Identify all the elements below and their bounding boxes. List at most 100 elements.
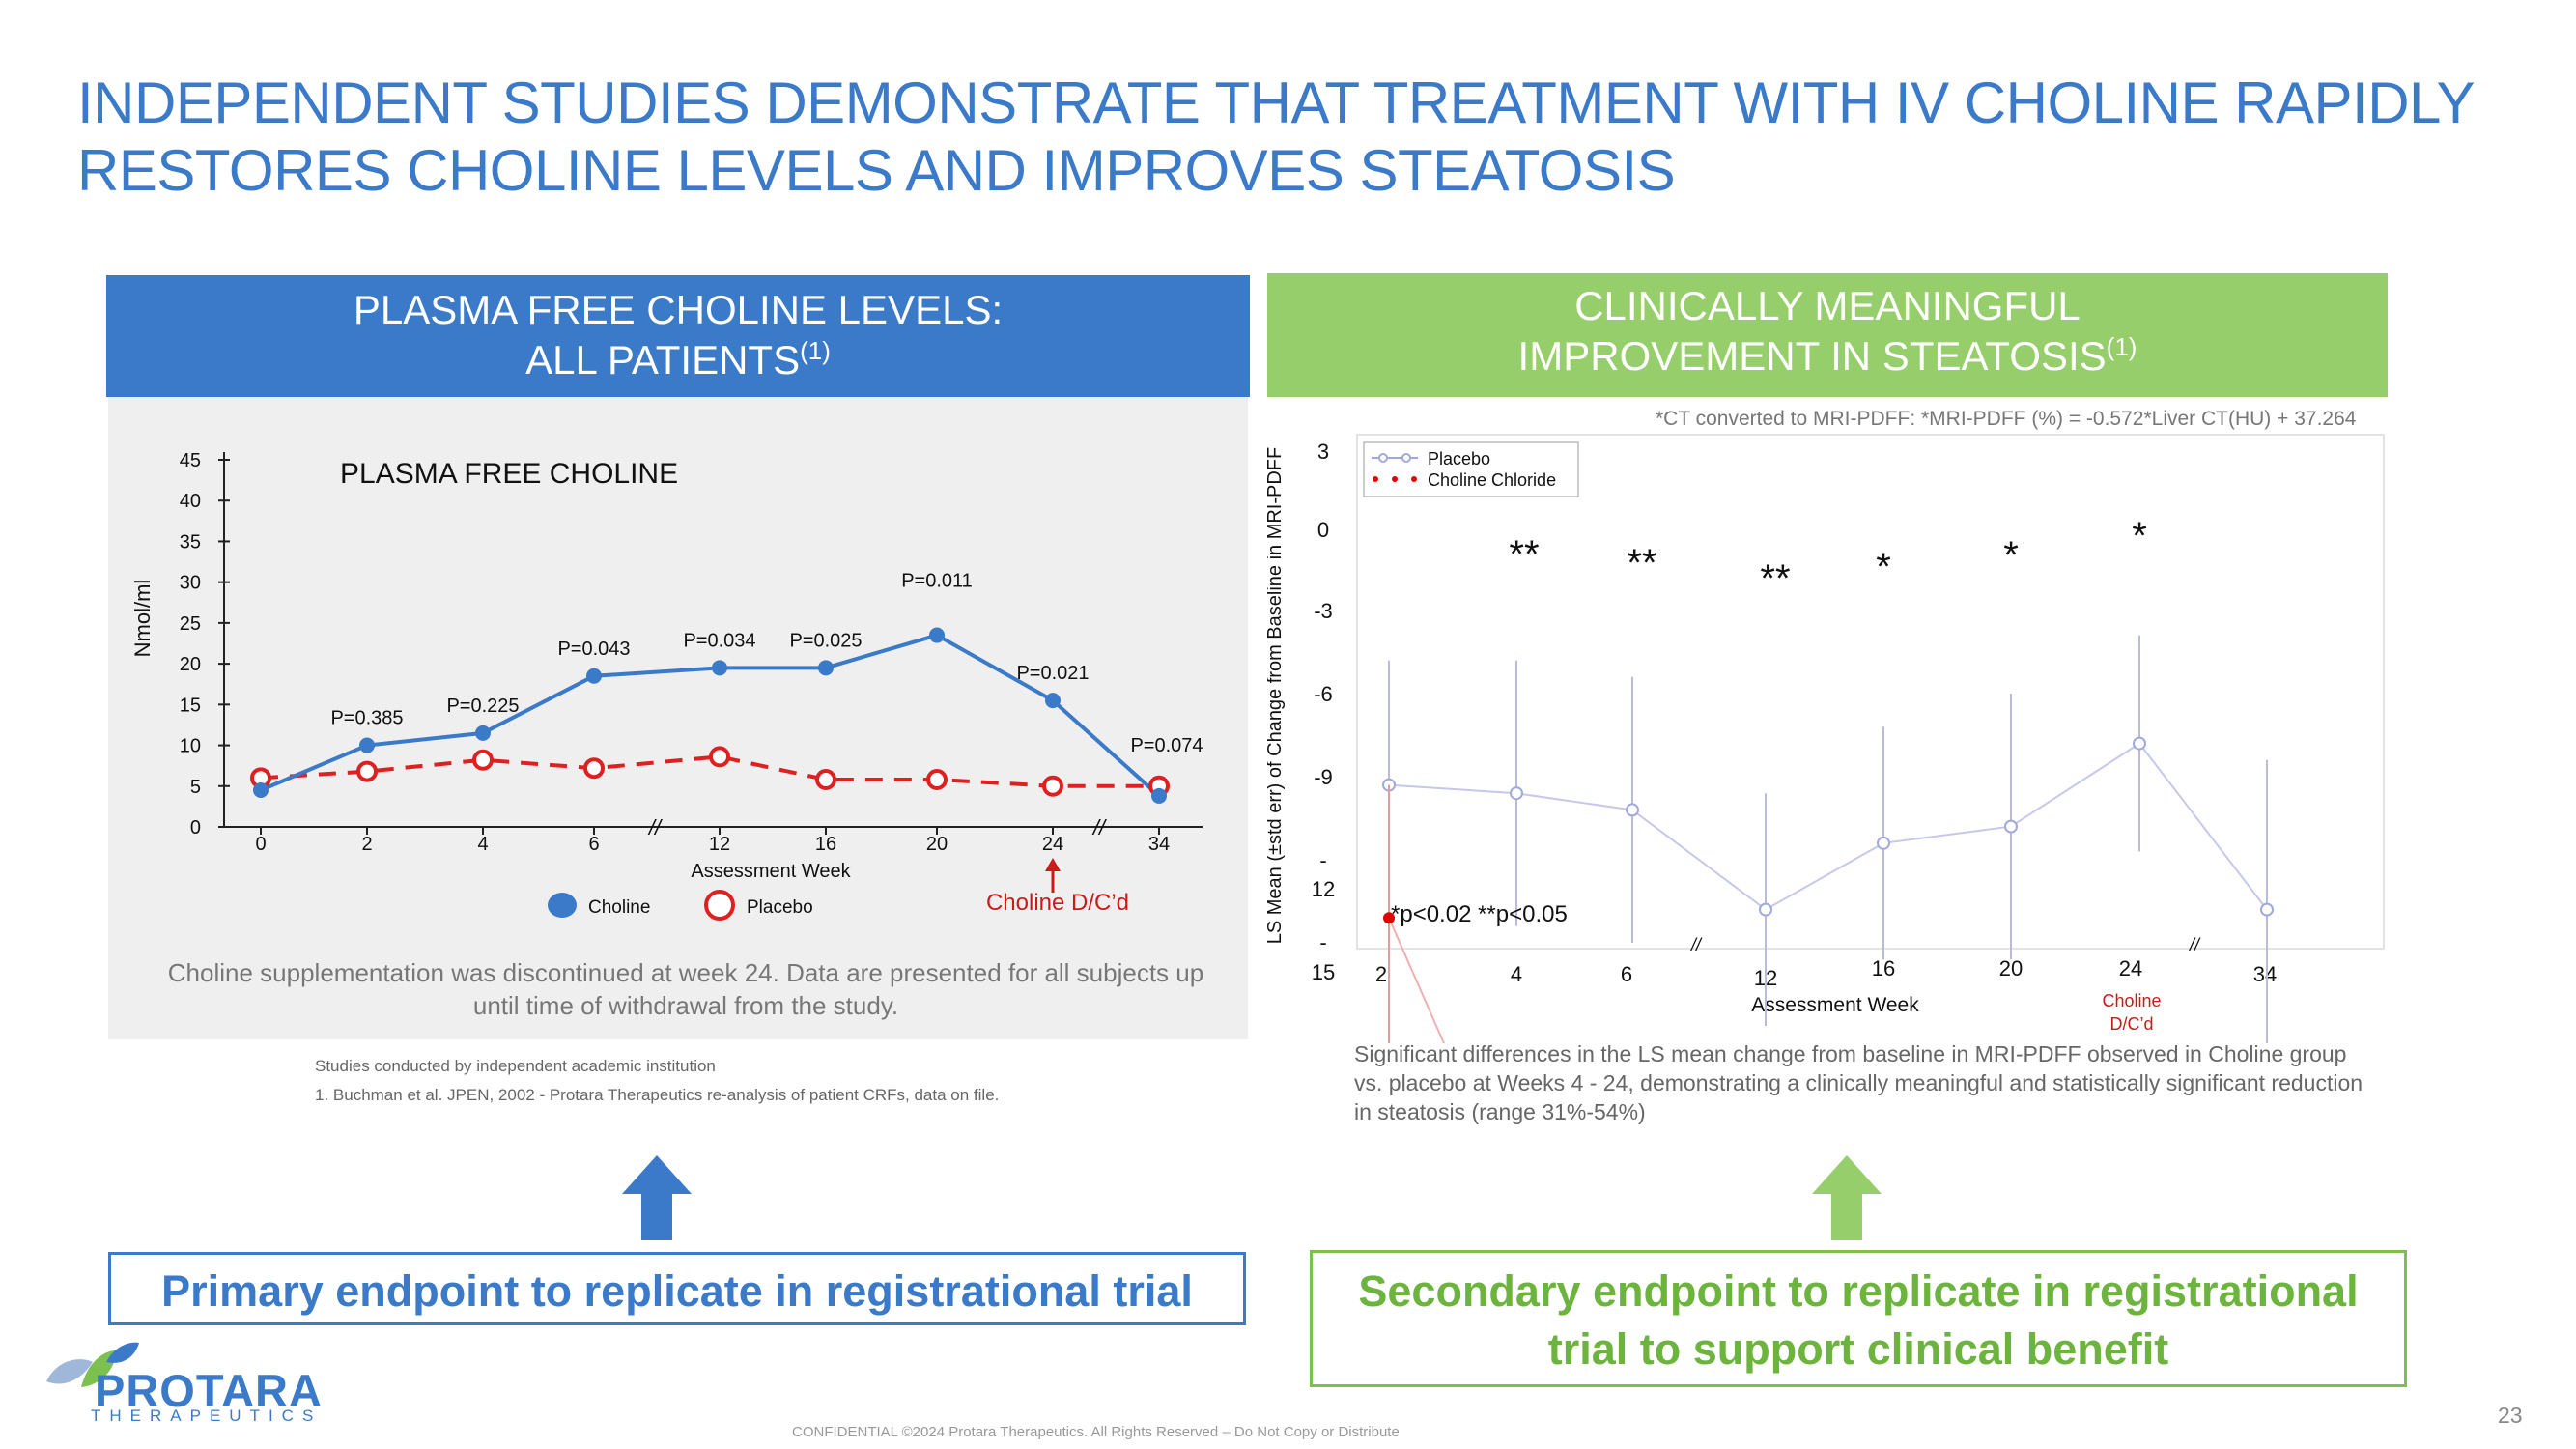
x-tick-label: 2 (1375, 962, 1387, 986)
steatosis-chart: 3 0 -3 -6 -9 - 12 - 15 LS Mean (±std err) of Chan… (1267, 434, 2385, 1043)
page-number: 23 (2498, 1403, 2523, 1428)
pvalue-note: *p<0.02 **p<0.05 (1391, 901, 1568, 927)
y-tick-label: -3 (1314, 599, 1333, 623)
placebo-point (1626, 803, 1639, 817)
choline-point (253, 782, 269, 798)
choline-point (818, 660, 834, 676)
y-tick-label: 3 (1317, 440, 1329, 464)
legend-choline-marker (1411, 476, 1417, 482)
x-tick-label: 0 (255, 834, 266, 855)
legend-placebo-marker (1378, 453, 1388, 463)
y-tick-label: - (1319, 930, 1326, 954)
placebo-point (709, 746, 730, 768)
up-arrow-green-icon (1812, 1155, 1882, 1240)
choline-point (1383, 912, 1395, 924)
placebo-point (1510, 786, 1523, 801)
x-tick-label: 2 (361, 834, 372, 855)
p-value-label: P=0.025 (789, 630, 862, 651)
legend-placebo-label: Placebo (747, 897, 813, 918)
axis-break-mark: // (2188, 935, 2201, 954)
placebo-point (2260, 902, 2274, 917)
y-tick-label: - (1319, 848, 1326, 872)
significance-marker: * (2003, 534, 2019, 577)
p-value-label: P=0.011 (901, 571, 973, 592)
placebo-point (2004, 819, 2018, 834)
choline-point (929, 627, 945, 643)
x-axis-title: Assessment Week (691, 861, 851, 882)
legend-choline-marker (548, 893, 577, 918)
legend-placebo-label: Placebo (1428, 449, 1490, 469)
p-value-label: P=0.074 (1130, 735, 1203, 756)
choline-point (586, 668, 602, 684)
left-chart-panel (108, 397, 1248, 1039)
significance-marker: * (2132, 515, 2147, 557)
secondary-endpoint-box: Secondary endpoint to replicate in regis… (1310, 1250, 2407, 1387)
p-value-label: P=0.225 (446, 696, 519, 717)
placebo-point (1759, 902, 1772, 917)
y-tick-label: 0 (1317, 518, 1329, 542)
x-tick-label: 16 (1872, 956, 1895, 980)
right-header-line2: IMPROVEMENT IN STEATOSIS(1) (1517, 332, 2137, 379)
dc-annotation: Choline D/C’d (986, 890, 1129, 916)
left-header-line1: PLASMA FREE CHOLINE LEVELS: (353, 287, 1004, 332)
placebo-point (1042, 775, 1063, 797)
dc-annotation-line2: D/C’d (2109, 1014, 2153, 1034)
significance-marker: ** (1509, 533, 1539, 576)
conversion-note: *CT converted to MRI-PDFF: *MRI-PDFF (%)… (1656, 408, 2357, 430)
confidential-notice: CONFIDENTIAL ©2024 Protara Therapeutics.… (792, 1424, 1400, 1440)
x-tick-label: 24 (1042, 834, 1063, 855)
legend-choline-label: Choline (588, 897, 650, 918)
right-caption: Significant differences in the LS mean c… (1354, 1041, 2364, 1124)
x-tick-label: 34 (2253, 962, 2277, 986)
right-header-line1: CLINICALLY MEANINGFUL (1574, 283, 2081, 328)
significance-marker: ** (1760, 557, 1790, 600)
slide-title-line2: RESTORES CHOLINE LEVELS AND IMPROVES STE… (77, 138, 1676, 203)
left-header-line2: ALL PATIENTS(1) (525, 336, 831, 383)
choline-point (1151, 787, 1167, 804)
y-tick-label: 40 (180, 491, 201, 512)
placebo-point (2133, 736, 2146, 751)
y-tick-label: 0 (190, 817, 201, 838)
logo-subtitle: THERAPEUTICS (91, 1406, 323, 1425)
left-caption: Choline supplementation was discontinued… (167, 958, 1204, 1020)
x-tick-label: 4 (1511, 962, 1522, 986)
placebo-point (472, 749, 494, 771)
x-tick-label: 20 (1999, 956, 2023, 980)
axis-break-mark: // (1091, 815, 1107, 839)
y-tick-label: -9 (1314, 765, 1333, 789)
y-tick-label: 25 (180, 613, 201, 635)
chart-title: PLASMA FREE CHOLINE (340, 458, 678, 490)
x-tick-label: 34 (1148, 834, 1170, 855)
axis-break-mark: // (1689, 935, 1703, 954)
slide-title: INDEPENDENT STUDIES DEMONSTRATE THAT TRE… (77, 70, 2492, 205)
y-tick-label: 15 (180, 695, 201, 716)
slide-title-line1: INDEPENDENT STUDIES DEMONSTRATE THAT TRE… (77, 71, 2475, 135)
up-arrow-blue-icon (622, 1155, 692, 1240)
right-panel-header: CLINICALLY MEANINGFUL IMPROVEMENT IN STE… (1267, 273, 2388, 397)
choline-point (359, 737, 375, 753)
x-tick-label: 24 (2119, 956, 2142, 980)
y-tick-label: 15 (1312, 960, 1335, 984)
legend-placebo-marker (1401, 453, 1411, 463)
plot-area (1356, 434, 2385, 950)
legend-choline-marker (1373, 476, 1378, 482)
y-tick-label: 5 (190, 777, 201, 798)
p-value-label: P=0.021 (1016, 663, 1089, 684)
left-panel-header: PLASMA FREE CHOLINE LEVELS: ALL PATIENTS… (106, 275, 1250, 397)
protara-leaf-logo-icon (46, 1342, 139, 1387)
choline-point (1045, 693, 1061, 709)
axis-break-mark: // (647, 815, 663, 839)
dc-annotation-line1: Choline (2102, 991, 2161, 1010)
y-axis-title: Nmol/ml (130, 580, 155, 658)
x-axis-title: Assessment Week (1751, 994, 1919, 1016)
significance-marker: ** (1627, 542, 1656, 584)
placebo-line (260, 754, 1159, 788)
y-tick-label: 20 (180, 654, 201, 675)
legend-placebo-marker (704, 890, 735, 921)
x-tick-label: 6 (1621, 962, 1632, 986)
p-value-label: P=0.034 (683, 630, 755, 651)
placebo-point (583, 757, 605, 780)
dc-arrow-head (1045, 858, 1061, 871)
x-tick-label: 20 (926, 834, 948, 855)
